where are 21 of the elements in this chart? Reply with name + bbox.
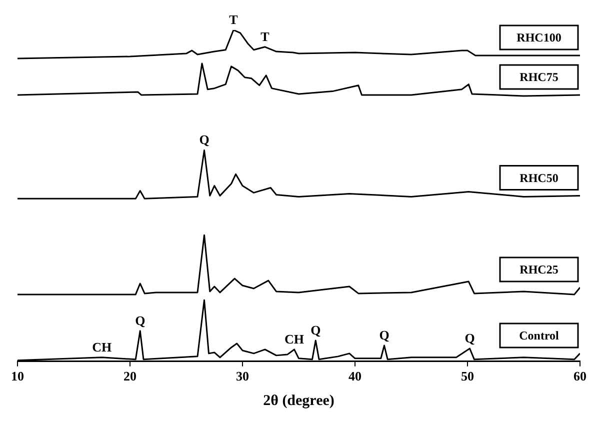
x-tick-label: 50 [461,368,474,384]
annotation: Q [199,132,210,148]
series-label: RHC25 [520,262,558,277]
annotation: T [229,12,238,27]
series-label: RHC75 [520,70,558,84]
series-label: Control [519,328,560,343]
annotation: Q [464,330,475,346]
annotation: Q [379,327,390,342]
annotation: T [260,28,270,44]
x-tick-label: 30 [236,368,249,384]
annotation: CH [284,331,304,346]
annotation: Q [135,312,146,328]
x-tick-label: 60 [574,368,586,384]
series-label: RHC100 [516,30,562,45]
annotation: Q [310,322,321,338]
x-tick-label: 20 [124,368,136,384]
annotation: CH [92,339,112,354]
x-axis-title: 2θ (degree) [263,392,334,409]
x-tick-label: 40 [348,368,362,384]
x-tick-label: 10 [11,368,24,384]
series-label: RHC50 [520,170,558,185]
